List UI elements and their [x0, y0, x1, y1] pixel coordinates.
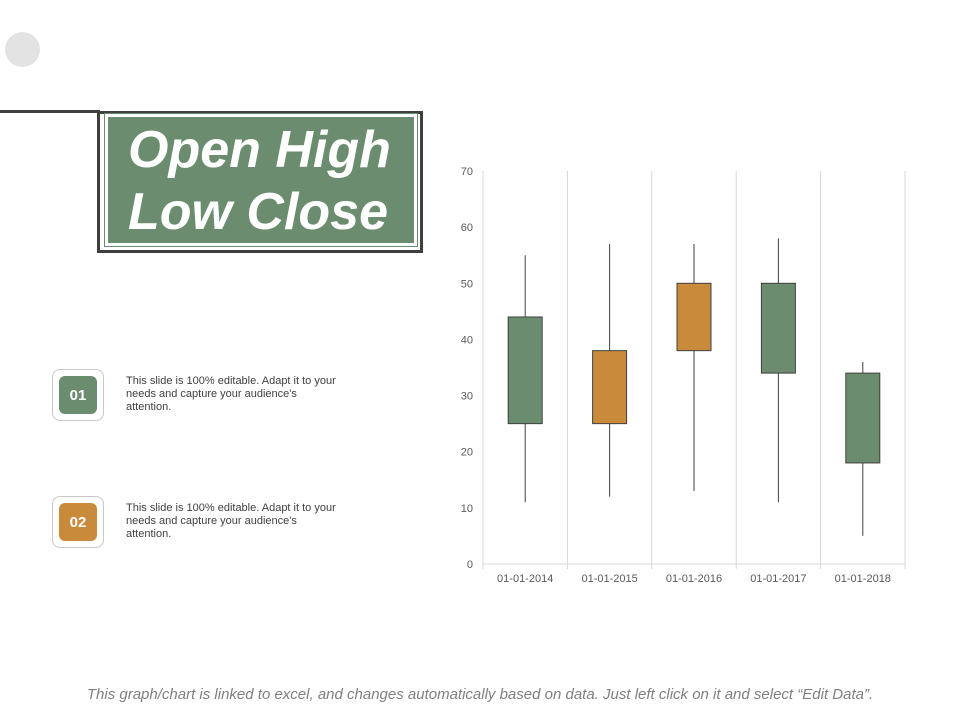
- number-badge: 01: [52, 369, 104, 421]
- y-tick-label: 20: [461, 447, 473, 459]
- badge-number: 01: [59, 376, 97, 414]
- title-frame: [97, 111, 423, 253]
- list-item-01: 01 This slide is 100% editable. Adapt it…: [52, 369, 352, 423]
- x-tick-label: 01-01-2016: [666, 573, 722, 585]
- y-tick-label: 60: [461, 222, 473, 234]
- ohlc-chart[interactable]: 0 10 20 30 40 50 60 70 01-01-2014 01-01-2015 01-01…: [440, 160, 920, 600]
- x-tick-label: 01-01-2018: [835, 573, 891, 585]
- y-tick-label: 30: [461, 391, 473, 403]
- candle-body: [676, 282, 712, 352]
- title-connector-line: [0, 110, 100, 113]
- y-tick-label: 50: [461, 278, 473, 290]
- candle-body: [845, 372, 881, 464]
- footer-note: This graph/chart is linked to excel, and…: [86, 686, 874, 703]
- x-tick-label: 01-01-2017: [750, 573, 806, 585]
- item-description: This slide is 100% editable. Adapt it to…: [126, 502, 336, 540]
- candle-body: [592, 350, 628, 425]
- y-tick-label: 0: [467, 559, 473, 571]
- y-tick-label: 10: [461, 503, 473, 515]
- x-tick-label: 01-01-2015: [581, 573, 637, 585]
- badge-number: 02: [59, 503, 97, 541]
- title-box: Open High Low Close: [104, 113, 418, 247]
- list-item-02: 02 This slide is 100% editable. Adapt it…: [52, 496, 352, 550]
- decorative-circle: [5, 32, 40, 67]
- number-badge: 02: [52, 496, 104, 548]
- candle-body: [507, 316, 543, 425]
- y-tick-label: 70: [461, 166, 473, 178]
- candle-body: [760, 282, 796, 374]
- x-tick-label: 01-01-2014: [497, 573, 553, 585]
- y-tick-label: 40: [461, 334, 473, 346]
- slide-title: Open High Low Close: [128, 121, 391, 241]
- item-description: This slide is 100% editable. Adapt it to…: [126, 375, 336, 413]
